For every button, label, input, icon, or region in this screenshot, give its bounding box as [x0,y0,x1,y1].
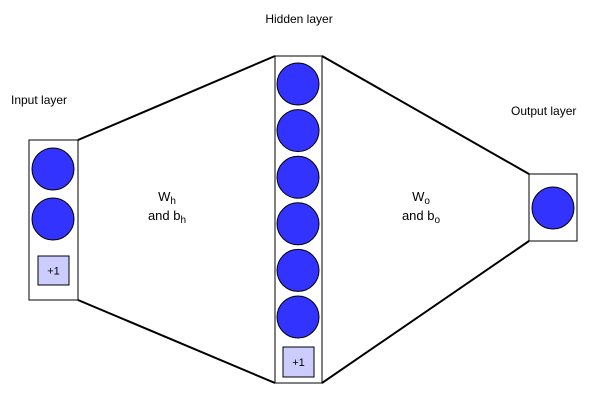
hidden-neuron [276,109,320,153]
hidden-neuron [276,295,320,339]
hidden-bias-unit [282,346,315,378]
input-hidden-top-connector [77,55,276,141]
hidden-layer-title: Hidden layer [265,12,333,26]
input-neuron [31,197,75,241]
input-hidden-bottom-connector [77,299,276,384]
hidden-neuron [276,248,320,292]
input-layer-title: Input layer [11,93,68,107]
input-bias-unit-label: +1 [47,266,60,278]
hidden-neuron [276,155,320,199]
hidden-bias-unit-label: +1 [292,357,305,369]
input-neuron [31,147,75,191]
bias-subscript: o [434,215,441,226]
hidden-output-bias: and bo [401,206,441,226]
output-neuron [531,186,575,230]
hidden-neuron [276,62,320,106]
weight-subscript: h [170,196,176,207]
bias-prefix: and b [147,208,181,223]
bias-prefix: and b [401,208,435,223]
weight-symbol: W [412,189,425,204]
bias-subscript: h [180,215,187,226]
hidden-output-bottom-connector [321,240,530,384]
hidden-output-weight: Wo [402,187,440,207]
hidden-output-top-connector [321,55,530,175]
input-hidden-weight: Wh [148,187,186,207]
hidden-neuron [276,202,320,246]
input-to-hidden-weights-label: Wh and bh [147,187,187,226]
input-bias-unit [37,255,70,286]
hidden-to-output-weights-label: Wo and bo [401,187,441,226]
weight-subscript: o [424,196,430,207]
input-hidden-bias: and bh [147,206,187,226]
weight-symbol: W [158,189,171,204]
output-layer-title: Output layer [511,104,577,118]
